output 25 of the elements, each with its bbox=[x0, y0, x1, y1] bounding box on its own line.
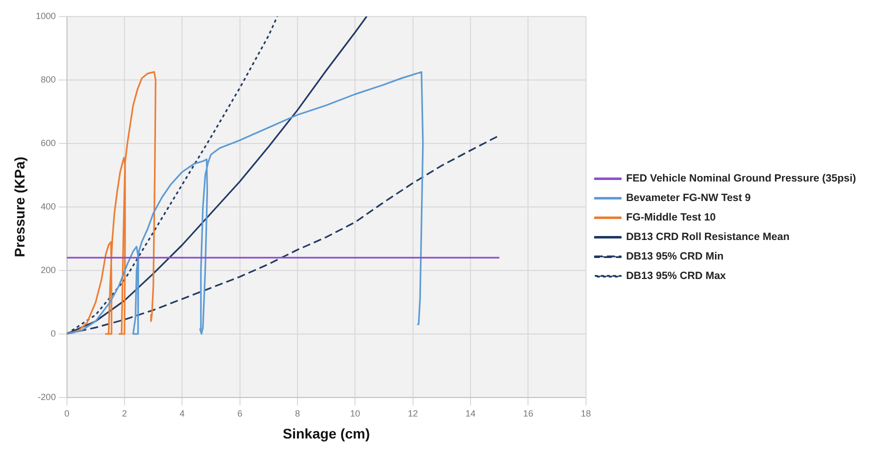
legend-label: DB13 CRD Roll Resistance Mean bbox=[626, 231, 790, 244]
y-axis-title: Pressure (KPa) bbox=[11, 156, 28, 258]
x-tick-label: 8 bbox=[294, 408, 300, 418]
y-tick-label: 1000 bbox=[36, 10, 56, 21]
x-tick-label: 18 bbox=[580, 408, 591, 418]
legend-label: FG-Middle Test 10 bbox=[626, 212, 716, 224]
legend-label: DB13 95% CRD Max bbox=[626, 270, 726, 282]
x-tick-label: 16 bbox=[523, 408, 534, 418]
y-tick-label: 800 bbox=[40, 74, 56, 84]
legend-label: DB13 95% CRD Min bbox=[626, 250, 724, 263]
y-tick-label: 200 bbox=[40, 264, 56, 275]
x-axis-title: Sinkage (cm) bbox=[282, 425, 370, 442]
y-tick-label: -200 bbox=[38, 392, 56, 402]
x-tick-label: 2 bbox=[122, 408, 127, 418]
y-tick-label: 0 bbox=[50, 328, 56, 338]
x-tick-label: 4 bbox=[180, 408, 185, 418]
y-tick-label: 400 bbox=[40, 201, 56, 212]
x-tick-label: 10 bbox=[350, 408, 360, 418]
x-tick-label: 14 bbox=[466, 408, 476, 418]
legend-label: FED Vehicle Nominal Ground Pressure (35psi) bbox=[626, 172, 856, 185]
legend-label: Bevameter FG-NW Test 9 bbox=[626, 192, 751, 204]
y-tick-label: 600 bbox=[40, 138, 56, 148]
x-tick-label: 0 bbox=[64, 408, 70, 418]
x-tick-label: 6 bbox=[237, 408, 242, 418]
x-tick-label: 12 bbox=[408, 408, 418, 418]
